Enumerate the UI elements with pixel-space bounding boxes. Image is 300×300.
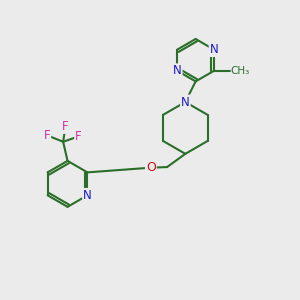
Text: N: N <box>181 95 190 109</box>
Text: CH₃: CH₃ <box>231 66 250 76</box>
Text: F: F <box>75 130 82 143</box>
Text: N: N <box>210 43 218 56</box>
Text: O: O <box>146 161 156 174</box>
Text: F: F <box>62 120 69 133</box>
Text: F: F <box>44 129 50 142</box>
Text: N: N <box>173 64 182 77</box>
Text: N: N <box>83 189 92 202</box>
